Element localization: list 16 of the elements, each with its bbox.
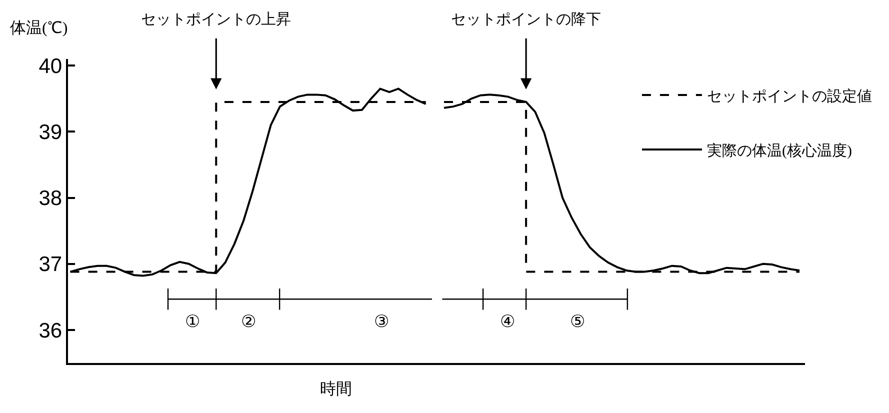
y-tick-label: 37 [38, 253, 62, 276]
annotation: ⑤ [570, 312, 585, 331]
annotation: ③ [374, 312, 389, 331]
legend-label: 実際の体温(核心温度) [706, 142, 852, 160]
legend-label: セットポイントの設定値 [706, 88, 872, 105]
y-tick-label: 38 [38, 187, 62, 210]
y-tick-label: 40 [38, 54, 62, 78]
annotation: ② [241, 312, 256, 331]
y-axis-title: 体温(℃) [10, 20, 68, 37]
text: セットポイントの上昇 [141, 11, 291, 28]
annotation: ① [185, 312, 200, 331]
annotation: ④ [500, 312, 515, 331]
y-tick-label: 36 [38, 319, 62, 342]
text: セットポイントの降下 [451, 11, 601, 28]
y-tick-label: 39 [38, 121, 62, 144]
x-axis-title: 時間 [320, 380, 352, 398]
